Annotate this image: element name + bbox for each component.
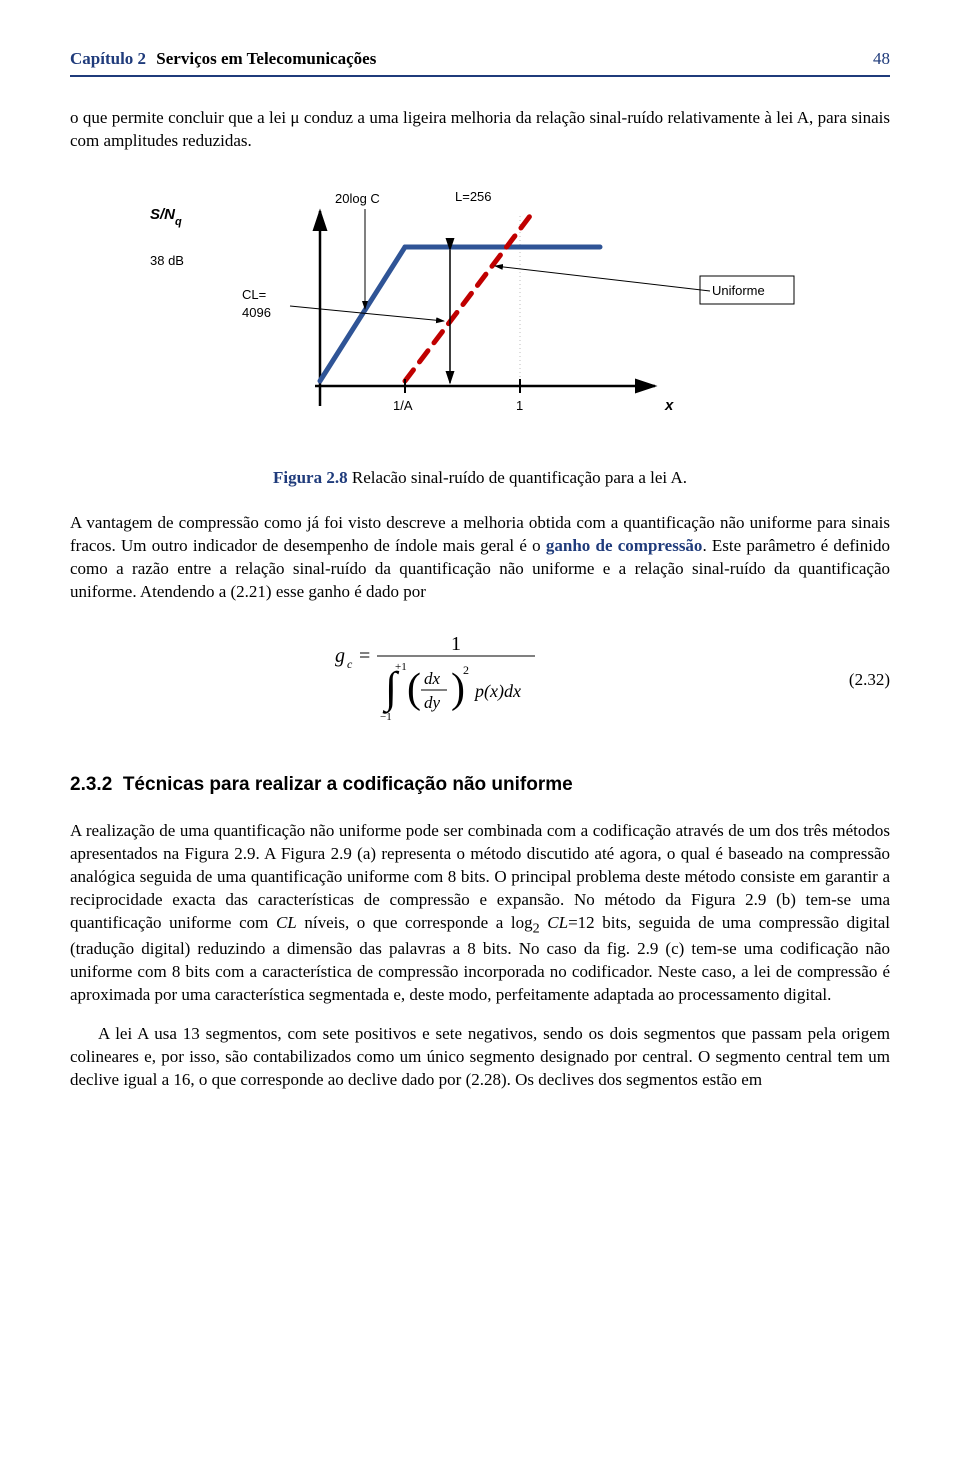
svg-text:CL=: CL=: [242, 287, 266, 302]
body1-b: níveis, o que corresponde a log: [297, 913, 533, 932]
svg-text:20log C: 20log C: [335, 191, 380, 206]
svg-text:=: =: [359, 645, 370, 667]
chapter-subtitle: Serviços em Telecomunicações: [156, 49, 376, 68]
figure-label: Figura 2.8: [273, 468, 348, 487]
paragraph-intro: o que permite concluir que a lei μ condu…: [70, 107, 890, 153]
figure-caption-text: Relacão sinal-ruído de quantificação par…: [348, 468, 687, 487]
svg-text:dx: dx: [424, 669, 441, 688]
header-rule: [70, 75, 890, 77]
body1-sub2: 2: [533, 920, 540, 936]
body1-CL: CL: [276, 913, 297, 932]
svg-text:L=256: L=256: [455, 189, 492, 204]
chapter-label: Capítulo 2: [70, 49, 146, 68]
page-header: Capítulo 2 Serviços em Telecomunicações …: [70, 48, 890, 71]
term-ganho-compressao: ganho de compressão: [546, 536, 703, 555]
svg-text:g: g: [335, 645, 345, 667]
page-number: 48: [873, 48, 890, 71]
paragraph-body-2: A lei A usa 13 segmentos, com sete posit…: [70, 1023, 890, 1092]
body1-CL2: CL: [547, 913, 568, 932]
svg-text:4096: 4096: [242, 305, 271, 320]
svg-text:1: 1: [451, 633, 461, 655]
svg-text:1/A: 1/A: [393, 398, 413, 413]
figure-caption: Figura 2.8 Relacão sinal-ruído de quanti…: [70, 467, 890, 490]
svg-text:−1: −1: [380, 711, 392, 723]
svg-text:(: (: [407, 666, 421, 712]
svg-text:Uniforme: Uniforme: [712, 283, 765, 298]
section-heading: 2.3.2 Técnicas para realizar a codificaç…: [70, 772, 890, 798]
equation-svg: gc=1∫−1+1()dxdy2p(x)dx: [325, 622, 555, 732]
svg-text:+1: +1: [395, 661, 407, 673]
svg-text:38 dB: 38 dB: [150, 253, 184, 268]
equation-number: (2.32): [810, 669, 890, 692]
svg-text:dy: dy: [424, 693, 441, 712]
chapter-title: Capítulo 2 Serviços em Telecomunicações: [70, 48, 376, 71]
svg-text:c: c: [347, 657, 353, 671]
section-number: 2.3.2: [70, 774, 112, 795]
figure-2-8: S/Nq 20log C L=256 38 dB CL= 4096 Uniforme 1/A 1…: [70, 181, 890, 451]
equation-2-32: gc=1∫−1+1()dxdy2p(x)dx (2.32): [70, 622, 890, 739]
svg-text:1: 1: [516, 398, 523, 413]
svg-text:S/Nq: S/Nq: [150, 206, 182, 228]
svg-text:x: x: [664, 397, 674, 414]
svg-text:p(x)dx: p(x)dx: [473, 681, 521, 702]
svg-text:2: 2: [463, 663, 469, 677]
snr-diagram: S/Nq 20log C L=256 38 dB CL= 4096 Uniforme 1/A 1…: [130, 181, 830, 451]
section-title: Técnicas para realizar a codificação não…: [123, 774, 573, 795]
equation-body: gc=1∫−1+1()dxdy2p(x)dx: [325, 622, 555, 739]
paragraph-after-figure: A vantagem de compressão como já foi vis…: [70, 512, 890, 604]
paragraph-body-1: A realização de uma quantificação não un…: [70, 820, 890, 1007]
